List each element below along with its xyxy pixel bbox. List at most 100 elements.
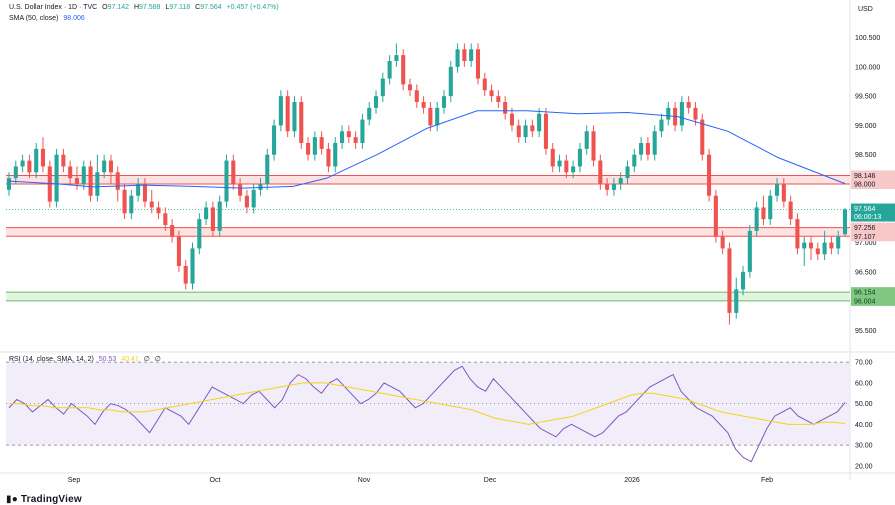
- candle-body: [163, 213, 168, 225]
- candle-body: [530, 125, 535, 132]
- rsi-band: [6, 362, 850, 446]
- candle-body: [822, 242, 827, 255]
- candle-body: [27, 160, 32, 173]
- candle-body: [340, 131, 345, 143]
- candle-body: [448, 66, 453, 97]
- candle-body: [523, 125, 528, 138]
- candle-body: [503, 102, 508, 114]
- candle-body: [761, 207, 766, 220]
- rsi-tick-label: 20.00: [855, 463, 873, 470]
- rsi-sma-line: [9, 382, 846, 425]
- time-tick-label: Oct: [210, 477, 221, 484]
- candle-body: [251, 189, 256, 208]
- candle-body: [136, 184, 141, 196]
- candle-body: [115, 172, 120, 190]
- candle-body: [183, 266, 188, 284]
- candle-body: [537, 113, 542, 132]
- candle-body: [482, 78, 487, 91]
- logo-text: TradingView: [20, 494, 82, 505]
- rsi-extra-2: ∅: [154, 356, 161, 363]
- candle-body: [435, 107, 440, 126]
- candle-body: [781, 184, 786, 202]
- candle-body: [88, 166, 93, 196]
- zone-support-top-badge: 96.154: [854, 290, 876, 297]
- open-label: O: [102, 4, 108, 11]
- candle-body: [68, 166, 73, 179]
- price-tick-label: 95.500: [855, 328, 877, 335]
- candle-body: [102, 160, 107, 173]
- candle-body: [380, 78, 385, 97]
- candle-body: [693, 107, 698, 120]
- candle-body: [564, 160, 569, 173]
- change-value: +0.457 (+0.47%): [226, 4, 279, 11]
- tradingview-logo[interactable]: ▮● TradingView: [6, 494, 82, 505]
- candle-body: [605, 184, 610, 190]
- candle-body: [217, 201, 222, 231]
- rsi-line: [8, 365, 846, 463]
- price-tick-label: 100.500: [855, 35, 880, 42]
- high-label: H: [133, 4, 140, 11]
- candle-body: [407, 84, 413, 91]
- candle-body: [414, 90, 419, 102]
- candle-body: [74, 178, 80, 184]
- candle-body: [584, 131, 589, 149]
- rsi-tick-label: 40.00: [855, 422, 873, 429]
- candle-body: [550, 148, 555, 167]
- time-tick-label: Dec: [484, 477, 497, 484]
- candle-body: [808, 242, 814, 249]
- candle-body: [707, 154, 712, 196]
- candle-body: [190, 248, 195, 284]
- candle-body: [591, 131, 596, 161]
- price-tick-label: 96.500: [855, 269, 877, 276]
- open-value: 97.142: [107, 4, 130, 11]
- candle-body: [842, 209, 848, 235]
- candle-body: [455, 49, 460, 67]
- candle-body: [238, 184, 243, 196]
- candle-body: [421, 102, 426, 108]
- candle-body: [360, 119, 365, 143]
- sma-legend[interactable]: SMA (50, close) 98.006: [9, 15, 88, 22]
- last-price-badge: 97.564: [854, 206, 876, 213]
- candle-body: [428, 107, 433, 126]
- candle-body: [129, 195, 134, 214]
- candle-body: [299, 102, 304, 143]
- rsi-value: 50.53: [98, 356, 117, 363]
- candle-body: [149, 201, 154, 208]
- candle-body: [176, 236, 181, 266]
- zone-support-top-badge-bg: [851, 287, 895, 298]
- low-value: 97.118: [169, 4, 191, 11]
- candle-body: [265, 154, 270, 184]
- logo-icon: ▮●: [6, 494, 21, 505]
- sma-value: 98.006: [63, 15, 85, 22]
- candle-body: [170, 225, 175, 237]
- candle-body: [713, 195, 718, 237]
- candle-body: [686, 102, 691, 108]
- candle-body: [802, 242, 807, 249]
- zone-mid-bottom-badge-bg: [851, 231, 895, 242]
- candle-body: [652, 131, 657, 155]
- rsi-legend[interactable]: RSI (14, close, SMA, 14, 2) 50.53 40.41 …: [9, 355, 164, 363]
- candle-body: [387, 61, 392, 79]
- candle-body: [659, 119, 664, 132]
- zone-mid-bottom-badge: 97.107: [854, 234, 876, 241]
- candle-body: [95, 172, 100, 196]
- candle-body: [6, 178, 12, 190]
- candle-body: [312, 137, 317, 155]
- rsi-extra-1: ∅: [143, 356, 150, 363]
- candle-body: [557, 160, 562, 167]
- close-value: 97.564: [200, 4, 222, 11]
- rsi-label: RSI (14, close, SMA, 14, 2): [9, 356, 94, 363]
- symbol-title[interactable]: U.S. Dollar Index · 1D · TVC: [9, 4, 98, 11]
- rsi-sma-value: 40.41: [121, 356, 139, 363]
- candle-body: [747, 230, 752, 272]
- rsi-tick-label: 50.00: [855, 401, 873, 408]
- candle-body: [319, 137, 324, 149]
- rsi-tick-label: 30.00: [855, 443, 873, 450]
- zone-resistance: [6, 175, 850, 184]
- candle-body: [598, 160, 603, 184]
- zone-support-bottom-badge: 96.004: [854, 298, 876, 305]
- candle-body: [20, 160, 25, 167]
- last-price-badge-bg: [851, 203, 895, 222]
- candle-body: [204, 207, 209, 220]
